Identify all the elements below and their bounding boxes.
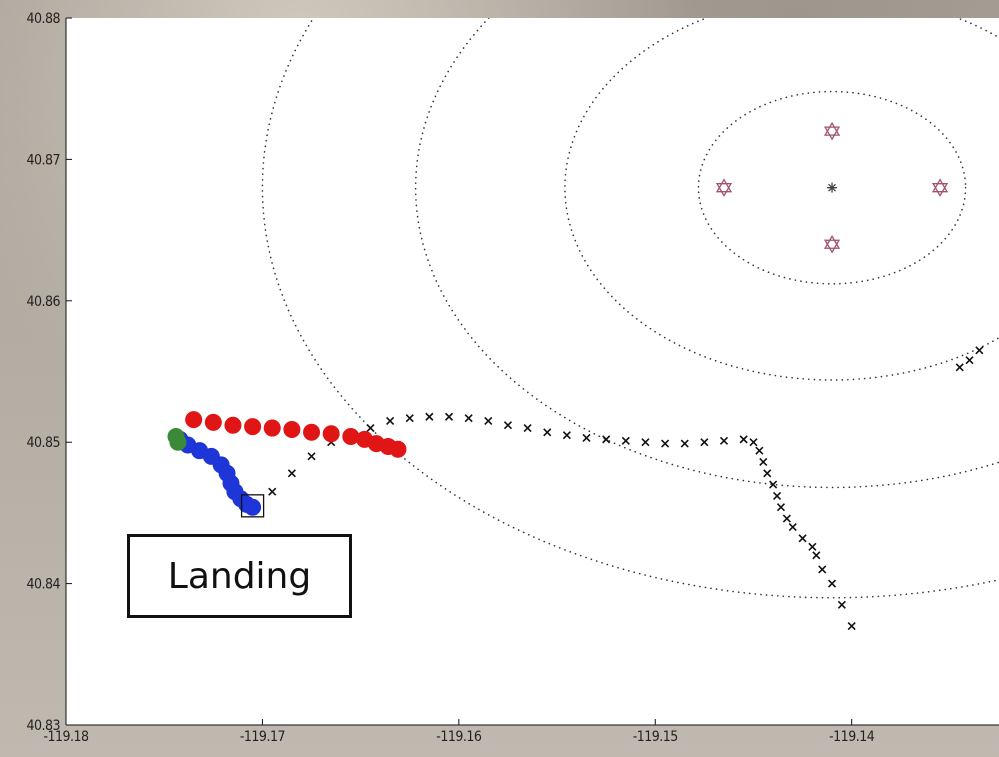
- data-point: [808, 542, 817, 551]
- x-tick-label: -119.18: [43, 729, 89, 745]
- data-point: [503, 421, 513, 430]
- y-tick-label: 40.88: [26, 11, 60, 27]
- data-point: [366, 423, 375, 433]
- data-point: [389, 440, 407, 458]
- data-point: [303, 423, 321, 441]
- data-point: [425, 412, 434, 421]
- data-point: [759, 457, 768, 467]
- data-point: [602, 435, 611, 444]
- data-point: [847, 621, 856, 631]
- data-point: [763, 469, 772, 478]
- x-tick-label: -119.15: [633, 729, 678, 745]
- data-point: [405, 414, 414, 423]
- data-point: [772, 491, 782, 500]
- data-point: [782, 514, 791, 523]
- data-point: [621, 436, 630, 445]
- data-point: [680, 439, 689, 448]
- data-point: [798, 534, 807, 543]
- data-point: [444, 412, 454, 421]
- data-point: [769, 480, 778, 489]
- data-point: [719, 436, 729, 445]
- series-6: [827, 182, 838, 193]
- data-point: [955, 363, 964, 372]
- data-point: [788, 522, 797, 532]
- data-point: [263, 419, 281, 437]
- data-point: [287, 469, 296, 478]
- data-point: [244, 418, 262, 436]
- data-point: [464, 414, 473, 423]
- data-point: [739, 435, 748, 444]
- landing-marker: [240, 494, 265, 518]
- data-point: [641, 438, 650, 447]
- data-point: [342, 428, 360, 446]
- data-point: [931, 178, 949, 197]
- series-5: [715, 121, 949, 254]
- y-tick-label: 40.86: [26, 294, 60, 310]
- x-tick-label: -119.14: [829, 729, 875, 745]
- series-2: [185, 411, 407, 458]
- data-point: [204, 413, 222, 431]
- data-point: [484, 416, 493, 426]
- y-tick-label: 40.85: [26, 435, 60, 451]
- data-point: [185, 411, 203, 429]
- range-circles: [261, 18, 999, 599]
- y-tick-label: 40.87: [26, 152, 60, 168]
- data-point: [776, 503, 786, 512]
- data-point: [523, 423, 532, 433]
- axes: -119.18 -119.17 -119.16 -119.15 -119.14 40.83…: [26, 11, 999, 745]
- data-point: [169, 433, 187, 451]
- data-point: [827, 182, 838, 193]
- data-point: [224, 416, 242, 434]
- data-point: [755, 446, 764, 455]
- series-4: [167, 428, 187, 451]
- data-point: [818, 565, 827, 574]
- data-point: [975, 346, 984, 355]
- plot-area: [66, 18, 999, 725]
- landing-square: [240, 494, 265, 518]
- y-tick-label: 40.83: [26, 718, 60, 734]
- data-point: [268, 487, 277, 496]
- data-point: [582, 433, 591, 443]
- data-point: [700, 438, 709, 447]
- data-point: [823, 121, 841, 141]
- range-circle-3: [414, 18, 999, 489]
- data-point: [307, 452, 316, 461]
- data-point: [837, 600, 846, 609]
- x-tick-label: -119.16: [436, 729, 482, 745]
- data-series: [167, 121, 984, 631]
- landing-annotation-text: Landing: [167, 555, 312, 597]
- data-point: [283, 420, 301, 438]
- landing-annotation-box: Landing: [127, 534, 352, 618]
- data-point: [244, 498, 262, 516]
- data-point: [661, 439, 670, 448]
- data-point: [965, 356, 974, 365]
- data-point: [827, 579, 837, 588]
- data-point: [823, 234, 841, 254]
- data-point: [386, 416, 395, 426]
- x-tick-label: -119.17: [240, 729, 285, 745]
- data-point: [812, 551, 821, 560]
- data-point: [749, 438, 758, 447]
- data-point: [543, 428, 552, 437]
- data-point: [562, 431, 571, 440]
- range-circle-1: [697, 90, 967, 285]
- data-point: [322, 425, 340, 443]
- y-tick-label: 40.84: [26, 577, 60, 593]
- data-point: [715, 178, 733, 197]
